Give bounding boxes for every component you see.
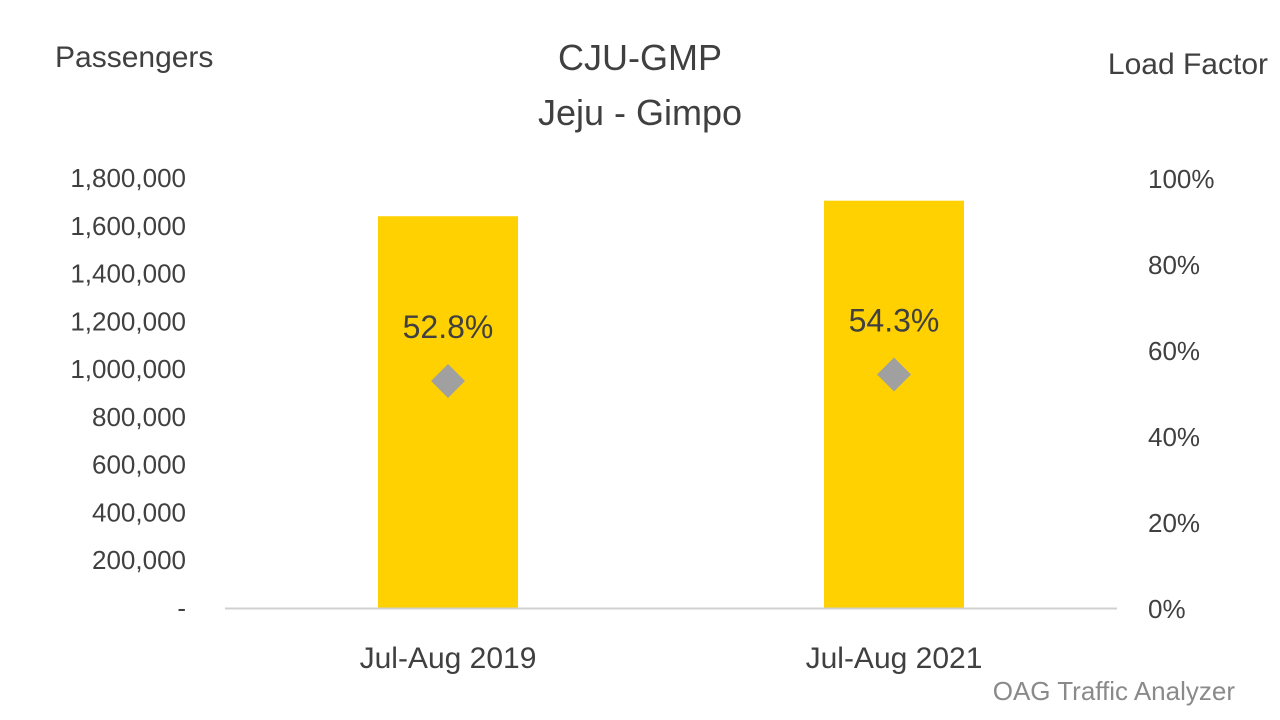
plot-area: - 200,000 400,000 600,000 800,000 1,000,000 1,… xyxy=(70,163,1214,675)
y2-tick-label: 100% xyxy=(1148,164,1215,194)
load-factor-marker xyxy=(431,363,465,398)
y-axis-title: Passengers xyxy=(55,41,213,74)
chart-subtitle: Jeju - Gimpo xyxy=(538,92,742,133)
y-tick-label: 1,600,000 xyxy=(70,211,186,241)
y-tick-label: - xyxy=(177,593,186,623)
y2-axis-title: Load Factor xyxy=(1108,48,1268,81)
passengers-bar xyxy=(378,216,518,608)
y2-tick-label: 20% xyxy=(1148,508,1200,538)
y2-tick-label: 80% xyxy=(1148,250,1200,280)
load-factor-marker xyxy=(877,357,911,392)
x-category-label: Jul-Aug 2019 xyxy=(360,642,537,675)
y2-tick-label: 40% xyxy=(1148,422,1200,452)
load-factor-label: 54.3% xyxy=(849,303,940,339)
y-tick-label: 1,200,000 xyxy=(70,306,186,336)
y2-tick-label: 0% xyxy=(1148,594,1186,624)
y-tick-label: 1,800,000 xyxy=(70,163,186,193)
y-tick-label: 200,000 xyxy=(92,545,186,575)
chart-title: CJU-GMP xyxy=(558,37,722,78)
y-tick-label: 1,400,000 xyxy=(70,259,186,289)
passengers-bar xyxy=(824,200,964,608)
y-tick-label: 400,000 xyxy=(92,497,186,527)
y2-tick-label: 60% xyxy=(1148,336,1200,366)
load-factor-label: 52.8% xyxy=(403,309,494,345)
source-note: OAG Traffic Analyzer xyxy=(993,676,1236,706)
y-tick-label: 600,000 xyxy=(92,450,186,480)
y-tick-label: 800,000 xyxy=(92,402,186,432)
y-tick-label: 1,000,000 xyxy=(70,354,186,384)
x-category-label: Jul-Aug 2021 xyxy=(806,642,983,675)
